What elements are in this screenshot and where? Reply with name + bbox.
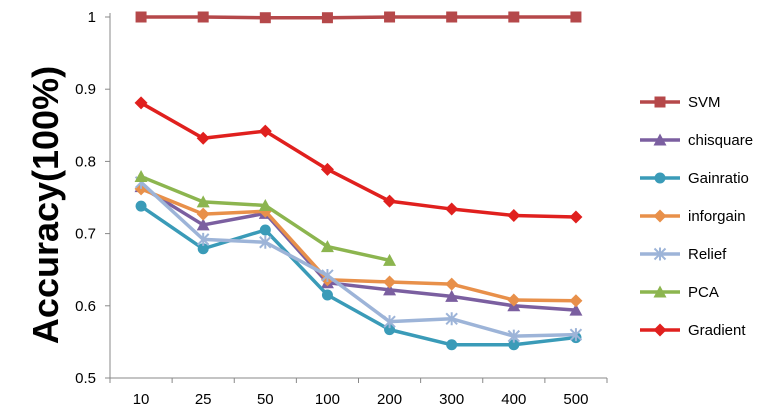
- series-line-inforgain: [140, 187, 576, 303]
- x-tick-label: 500: [563, 391, 588, 408]
- data-point-gradient: [507, 209, 521, 223]
- data-point-svm: [197, 11, 209, 23]
- data-point-gainratio: [135, 200, 147, 212]
- data-point-chisquare: [569, 303, 583, 316]
- data-point-pca: [320, 240, 334, 253]
- legend-label: Gradient: [688, 322, 746, 339]
- legend-label: chisquare: [688, 132, 753, 149]
- data-point-gainratio: [259, 224, 271, 236]
- legend-item-pca: PCA: [640, 284, 719, 301]
- data-point-chisquare: [445, 289, 459, 302]
- data-point-relief: [321, 268, 334, 282]
- legend-marker: [654, 96, 666, 108]
- data-point-svm: [135, 11, 147, 23]
- series-relief: [134, 175, 583, 343]
- legend-label: SVM: [688, 94, 721, 111]
- legend-marker: [653, 209, 667, 223]
- legend-item-svm: SVM: [640, 94, 721, 111]
- legend-label: Relief: [688, 246, 727, 263]
- data-point-relief: [569, 328, 583, 342]
- data-point-relief: [383, 315, 396, 329]
- legend-item-gradient: Gradient: [640, 322, 746, 339]
- x-tick-label: 400: [501, 391, 526, 408]
- data-point-inforgain: [445, 277, 459, 291]
- data-point-gainratio: [446, 339, 458, 351]
- data-point-inforgain: [383, 275, 397, 289]
- data-point-relief: [507, 329, 521, 343]
- data-point-chisquare: [196, 218, 210, 231]
- legend-label: Gainratio: [688, 170, 749, 187]
- series-line-svm: [141, 15, 576, 20]
- data-point-inforgain: [569, 294, 583, 308]
- series-line-gainratio: [140, 204, 577, 347]
- legend-item-chisquare: chisquare: [640, 132, 753, 149]
- data-point-pca: [134, 170, 148, 183]
- y-tick-label: 0.8: [75, 153, 96, 170]
- legend-item-relief: Relief: [640, 246, 727, 263]
- series-gainratio: [135, 200, 582, 351]
- series-line-relief: [139, 181, 576, 338]
- data-point-inforgain: [507, 293, 521, 307]
- series-svm: [135, 11, 582, 24]
- data-point-chisquare: [383, 283, 397, 296]
- legend-item-inforgain: inforgain: [640, 208, 746, 225]
- data-point-svm: [508, 11, 520, 23]
- data-point-gradient: [258, 124, 272, 138]
- data-point-svm: [384, 11, 396, 23]
- legend-item-gainratio: Gainratio: [640, 170, 749, 187]
- y-tick-label: 0.7: [75, 226, 96, 243]
- data-point-gainratio: [384, 324, 396, 336]
- data-point-gainratio: [197, 243, 209, 255]
- y-axis-label: Accuracy(100%): [25, 66, 66, 344]
- legend-marker: [653, 133, 667, 146]
- legend-marker: [653, 285, 667, 298]
- data-point-svm: [446, 11, 458, 23]
- x-tick-label: 300: [439, 391, 464, 408]
- series-line-gradient: [140, 101, 576, 219]
- series-pca: [134, 170, 397, 266]
- y-tick-label: 0.9: [75, 81, 96, 98]
- data-point-gainratio: [508, 339, 520, 351]
- series-line-chisquare: [140, 185, 577, 312]
- data-point-relief: [445, 312, 458, 326]
- data-point-gradient: [134, 96, 148, 110]
- y-tick-label: 0.5: [75, 370, 96, 387]
- data-point-gradient: [569, 210, 583, 224]
- data-point-gradient: [196, 131, 210, 145]
- data-point-pca: [196, 195, 210, 208]
- data-point-gradient: [383, 194, 397, 208]
- data-point-gainratio: [321, 289, 333, 301]
- legend-marker: [653, 247, 667, 261]
- legend-marker: [653, 323, 667, 337]
- data-point-svm: [321, 12, 333, 24]
- data-point-inforgain: [196, 207, 210, 221]
- data-point-pca: [258, 198, 272, 211]
- x-tick-label: 25: [195, 391, 212, 408]
- legend-label: PCA: [688, 284, 719, 301]
- y-tick-label: 0.6: [75, 298, 96, 315]
- y-tick-label: 1: [88, 9, 96, 26]
- data-point-gradient: [445, 202, 459, 216]
- x-tick-label: 100: [315, 391, 340, 408]
- legend-label: inforgain: [688, 208, 746, 225]
- data-point-relief: [196, 232, 210, 246]
- x-tick-label: 50: [257, 391, 274, 408]
- data-point-gradient: [320, 162, 334, 176]
- data-point-svm: [259, 12, 271, 24]
- series-gradient: [134, 96, 583, 224]
- data-point-pca: [383, 253, 397, 266]
- data-point-svm: [570, 11, 582, 23]
- legend-marker: [654, 172, 666, 184]
- data-point-relief: [259, 235, 272, 249]
- x-tick-label: 200: [377, 391, 402, 408]
- x-tick-label: 10: [133, 391, 150, 408]
